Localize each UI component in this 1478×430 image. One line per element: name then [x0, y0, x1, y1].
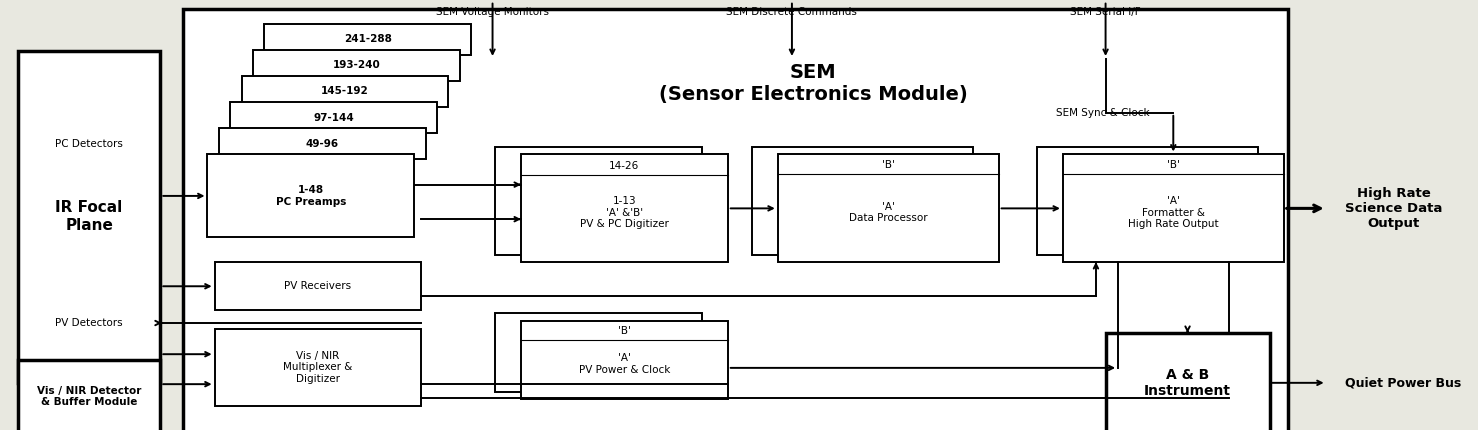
Text: Vis / NIR
Multiplexer &
Digitizer: Vis / NIR Multiplexer & Digitizer — [284, 350, 353, 384]
FancyBboxPatch shape — [253, 50, 460, 81]
Text: 'A'
Data Processor: 'A' Data Processor — [848, 202, 928, 223]
Text: 'A'
Formatter &
High Rate Output: 'A' Formatter & High Rate Output — [1128, 196, 1218, 229]
Text: 49-96: 49-96 — [306, 139, 338, 149]
FancyBboxPatch shape — [495, 313, 702, 392]
FancyBboxPatch shape — [219, 128, 426, 160]
Text: IR Focal
Plane: IR Focal Plane — [56, 200, 123, 233]
Text: A & B
Instrument: A & B Instrument — [1144, 368, 1231, 398]
Text: PC Detectors: PC Detectors — [55, 138, 123, 149]
Text: SEM
(Sensor Electronics Module): SEM (Sensor Electronics Module) — [659, 63, 968, 104]
Text: High Rate
Science Data
Output: High Rate Science Data Output — [1345, 187, 1443, 230]
FancyBboxPatch shape — [522, 320, 727, 399]
Text: 1-48
PC Preamps: 1-48 PC Preamps — [275, 185, 346, 207]
Text: 14-26: 14-26 — [609, 161, 640, 171]
FancyBboxPatch shape — [777, 154, 999, 262]
FancyBboxPatch shape — [214, 329, 421, 405]
FancyBboxPatch shape — [207, 154, 414, 237]
FancyBboxPatch shape — [1106, 333, 1270, 430]
Text: 193-240: 193-240 — [333, 60, 380, 70]
FancyBboxPatch shape — [522, 154, 727, 262]
FancyBboxPatch shape — [214, 262, 421, 310]
Text: SEM Serial I/F: SEM Serial I/F — [1070, 7, 1141, 17]
FancyBboxPatch shape — [18, 360, 161, 430]
Text: SEM Sync & Clock: SEM Sync & Clock — [1055, 108, 1150, 118]
FancyBboxPatch shape — [231, 102, 437, 133]
Text: SEM Voltage Monitors: SEM Voltage Monitors — [436, 7, 548, 17]
FancyBboxPatch shape — [1063, 154, 1284, 262]
FancyBboxPatch shape — [241, 76, 448, 107]
Text: SEM Discrete Commands: SEM Discrete Commands — [727, 7, 857, 17]
Text: Quiet Power Bus: Quiet Power Bus — [1345, 376, 1462, 389]
FancyBboxPatch shape — [183, 9, 1287, 430]
Text: PV Receivers: PV Receivers — [284, 281, 352, 291]
FancyBboxPatch shape — [265, 24, 471, 55]
Text: 1-13
'A' &'B'
PV & PC Digitizer: 1-13 'A' &'B' PV & PC Digitizer — [579, 196, 670, 229]
Text: PV Detectors: PV Detectors — [55, 318, 123, 328]
FancyBboxPatch shape — [495, 147, 702, 255]
FancyBboxPatch shape — [752, 147, 973, 255]
FancyBboxPatch shape — [18, 51, 161, 383]
Text: 241-288: 241-288 — [344, 34, 392, 44]
Text: 'B': 'B' — [618, 326, 631, 336]
Text: Vis / NIR Detector
& Buffer Module: Vis / NIR Detector & Buffer Module — [37, 386, 142, 407]
Text: 145-192: 145-192 — [321, 86, 370, 96]
Text: 'B': 'B' — [882, 160, 894, 170]
Text: 'A'
PV Power & Clock: 'A' PV Power & Clock — [579, 353, 670, 375]
FancyBboxPatch shape — [1038, 147, 1258, 255]
Text: 'B': 'B' — [1166, 160, 1179, 170]
Text: 97-144: 97-144 — [313, 113, 353, 123]
